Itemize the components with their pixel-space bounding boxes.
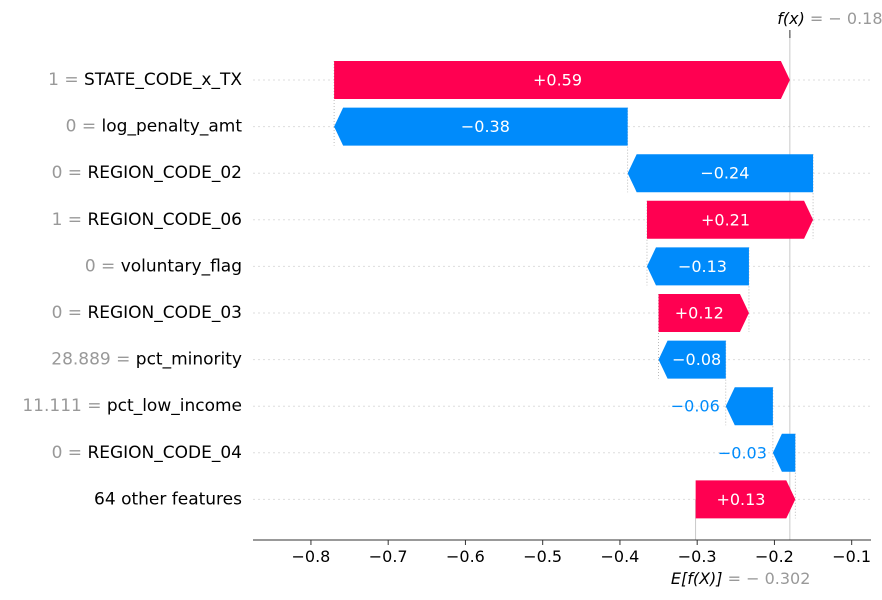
efx-label: E[f(X)] = − 0.302: [671, 569, 811, 588]
feature-label: 0 = REGION_CODE_04: [52, 443, 242, 463]
bar: [646, 200, 814, 239]
feature-name: STATE_CODE_x_TX: [84, 70, 242, 90]
efx-value: = − 0.302: [723, 569, 811, 588]
bar: [725, 387, 773, 426]
bar: [695, 480, 796, 519]
feature-value: 11.111 =: [22, 396, 107, 416]
bar: [658, 340, 726, 379]
feature-name: 64 other features: [94, 489, 242, 509]
feature-label: 0 = REGION_CODE_02: [52, 163, 242, 183]
efx-prefix: E[f(X)]: [671, 569, 723, 588]
bar: [658, 294, 749, 332]
feature-name: REGION_CODE_06: [87, 210, 242, 230]
bar-value-label: −0.03: [718, 443, 767, 462]
bar: [334, 61, 790, 99]
feature-name: REGION_CODE_04: [87, 443, 242, 463]
bar-value-label: +0.12: [675, 304, 724, 323]
feature-labels: 1 = STATE_CODE_x_TX0 = log_penalty_amt0 …: [22, 70, 242, 509]
feature-name: pct_minority: [136, 350, 242, 370]
feature-value: 1 =: [48, 70, 84, 90]
feature-label: 1 = REGION_CODE_06: [52, 210, 242, 230]
x-tick-label: −0.4: [601, 547, 640, 566]
x-tick-label: −0.8: [292, 547, 331, 566]
bar-value-label: +0.21: [701, 210, 750, 229]
x-tick-label: −0.7: [369, 547, 408, 566]
feature-label: 64 other features: [94, 489, 242, 509]
bar-value-label: −0.08: [672, 350, 721, 369]
feature-label: 0 = REGION_CODE_03: [52, 303, 242, 323]
x-tick-label: −0.2: [755, 547, 794, 566]
feature-name: pct_low_income: [107, 396, 242, 416]
feature-value: 0 =: [52, 443, 88, 463]
bars: +0.59 −0.38 −0.24 +0.21 −0.13 +0.12 −0.08 −0.06…: [334, 61, 814, 519]
feature-value: 0 =: [52, 303, 88, 323]
feature-value: 0 =: [52, 163, 88, 183]
bar-value-label: −0.38: [461, 117, 510, 136]
feature-label: 0 = log_penalty_amt: [66, 117, 243, 137]
x-tick-label: −0.6: [446, 547, 485, 566]
bar-value-label: −0.24: [700, 164, 749, 183]
x-axis: −0.8 −0.7 −0.6 −0.5 −0.4 −0.3 −0.2 −0.1: [253, 539, 871, 566]
bar: [334, 107, 628, 146]
fx-label: f(x) = − 0.18: [777, 9, 882, 28]
bar-value-label: −0.06: [671, 397, 720, 416]
feature-value: 1 =: [52, 210, 88, 230]
feature-name: log_penalty_amt: [102, 117, 243, 137]
bar-value-label: +0.13: [716, 490, 765, 509]
feature-name: REGION_CODE_03: [87, 303, 242, 323]
feature-label: 28.889 = pct_minority: [51, 350, 242, 370]
x-tick-label: −0.1: [832, 547, 871, 566]
fx-prefix: f(x): [777, 9, 805, 28]
feature-value: 0 =: [85, 256, 121, 276]
feature-label: 1 = STATE_CODE_x_TX: [48, 70, 242, 90]
bar-value-label: −0.13: [678, 257, 727, 276]
x-tick-label: −0.3: [678, 547, 717, 566]
bar: [772, 433, 796, 472]
bar: [627, 154, 814, 193]
feature-value: 28.889 =: [51, 350, 136, 370]
feature-label: 11.111 = pct_low_income: [22, 396, 242, 416]
feature-label: 0 = voluntary_flag: [85, 256, 242, 276]
bar-value-label: +0.59: [533, 71, 582, 90]
feature-name: REGION_CODE_02: [87, 163, 242, 183]
fx-value: = − 0.18: [805, 9, 882, 28]
feature-value: 0 =: [66, 117, 102, 137]
feature-name: voluntary_flag: [121, 256, 242, 276]
x-tick-label: −0.5: [523, 547, 562, 566]
bar: [646, 247, 749, 286]
